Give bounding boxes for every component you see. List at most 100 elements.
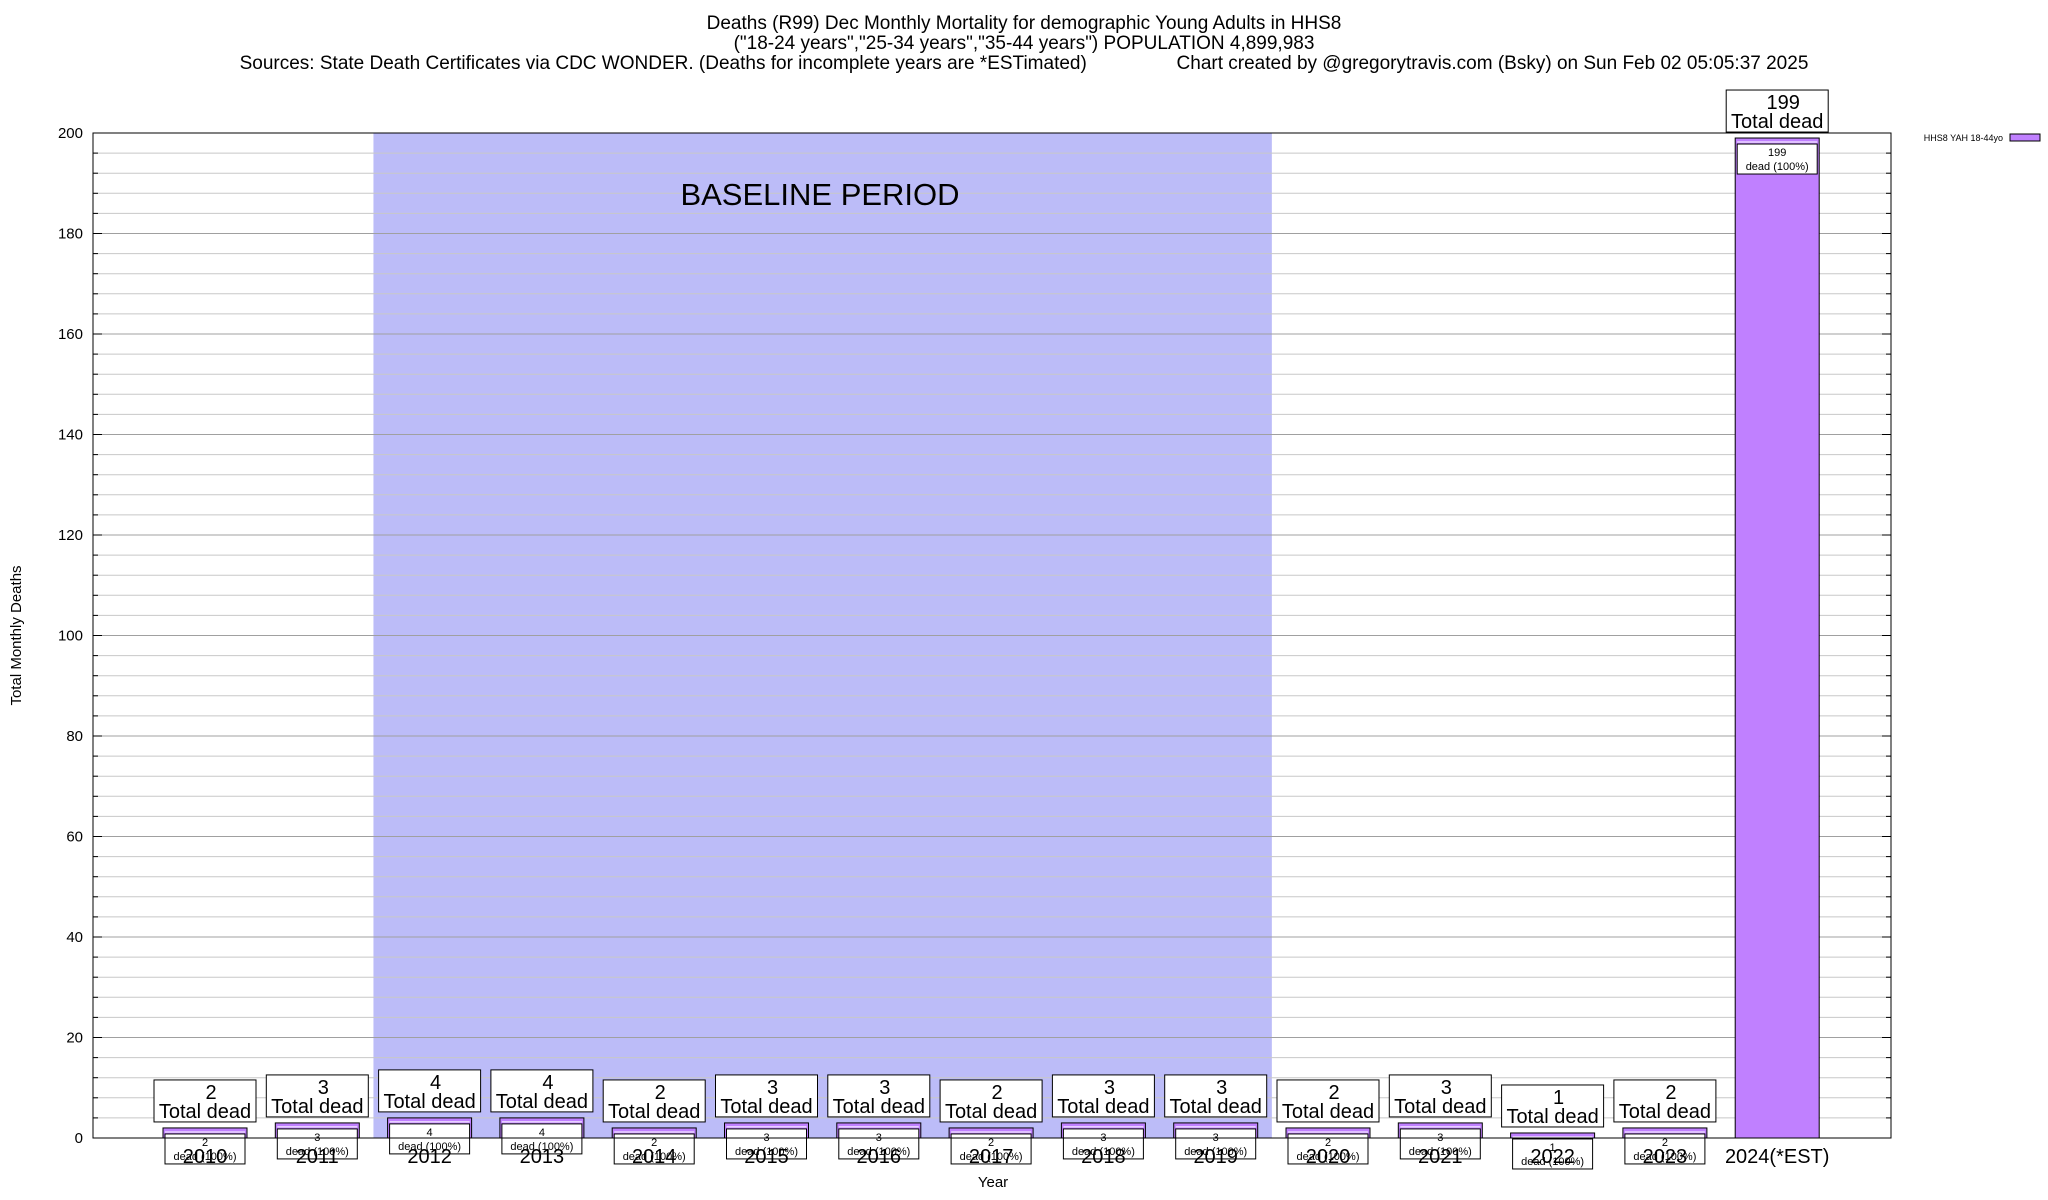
bar-inner-value-label: 2 [202,1137,208,1149]
bar-inner-pct-label: dead (100%) [1521,1156,1584,1168]
bar-inner-label-box [950,1133,1032,1165]
bar-inner-label-box [838,1128,920,1160]
bar-total-text-label: Total dead [1731,111,1823,133]
bar-inner-label-box [501,1123,583,1155]
bar-total-text-label: Total dead [159,1101,251,1123]
bar-inner-pct-label: dead (100%) [960,1151,1023,1163]
bar-total-label-box [1164,1074,1268,1118]
x-tick-label: 2020 [1306,1146,1351,1168]
bar-inner-value-label: 199 [1768,147,1786,159]
bar-total-text-label: Total dead [945,1101,1037,1123]
x-tick-label: 2018 [1081,1146,1126,1168]
bar-inner-pct-label: dead (100%) [174,1151,237,1163]
bar-total-text-label: Total dead [720,1096,812,1118]
bar-total-label-box [715,1074,818,1118]
y-tick-label: 0 [75,1130,83,1147]
bar-total-label-box [1388,1074,1492,1118]
bar-total-label-box [1613,1079,1717,1123]
bar-inner-label-box [1399,1128,1481,1160]
y-tick-label: 20 [66,1030,83,1047]
plot-frame [92,132,1892,1139]
y-tick-label: 120 [58,527,83,544]
chart-title-line-2: ("18-24 years","25-34 years","35-44 year… [733,33,1315,54]
x-tick-label: 2024(*EST) [1725,1146,1830,1168]
bar-total-value-label: 4 [430,1072,441,1094]
bar-inner-value-label: 2 [988,1137,994,1149]
y-tick-label: 160 [58,326,83,343]
bar-total-label-box [1501,1084,1605,1128]
x-tick-label: 2017 [969,1146,1014,1168]
bar-total-label-box [378,1069,482,1113]
bar-total-value-label: 3 [1104,1077,1115,1099]
y-tick-label: 60 [66,829,83,846]
bar-total-text-label: Total dead [1619,1101,1711,1123]
bar-inner-label-box [164,1133,246,1165]
bar-inner-label-box [1175,1128,1257,1160]
bar-total-value-label: 2 [1328,1082,1339,1104]
y-tick-label: 80 [66,728,83,745]
bar-total-value-label: 4 [542,1072,553,1094]
x-tick-label: 2023 [1643,1146,1688,1168]
bar-total-value-label: 1 [1553,1087,1564,1109]
bar-inner-label-box [1512,1138,1594,1170]
bar-total-value-label: 3 [318,1077,329,1099]
bar [1734,137,1820,1139]
chart-title-line-1: Deaths (R99) Dec Monthly Mortality for d… [706,13,1342,34]
bar-total-text-label: Total dead [1057,1096,1149,1118]
bar-inner-label-box [1624,1133,1706,1165]
x-tick-label: 2016 [857,1146,902,1168]
bar-total-text-label: Total dead [1506,1106,1598,1128]
bar-inner-value-label: 4 [427,1127,433,1139]
bar-inner-pct-label: dead (100%) [623,1151,686,1163]
x-tick-label: 2019 [1193,1146,1238,1168]
bar-inner-pct-label: dead (100%) [1409,1146,1472,1158]
x-tick-label: 2012 [407,1146,452,1168]
y-tick-label: 40 [66,929,83,946]
bar-inner-pct-label: dead (100%) [510,1141,573,1153]
y-axis-title: Total Monthly Deaths [8,565,25,705]
bar-inner-pct-label: dead (100%) [286,1146,349,1158]
x-tick-label: 2021 [1418,1146,1463,1168]
baseline-period-label: BASELINE PERIOD [680,177,959,212]
bar-inner-label-box [1062,1128,1144,1160]
bar-inner-label-box [613,1133,695,1165]
bar-total-value-label: 3 [1216,1077,1227,1099]
x-tick-label: 2015 [744,1146,789,1168]
bar-total-text-label: Total dead [608,1101,700,1123]
bar-inner-pct-label: dead (100%) [1184,1146,1247,1158]
bar-inner-pct-label: dead (100%) [1297,1151,1360,1163]
bar-inner-pct-label: dead (100%) [1633,1151,1696,1163]
bar-total-value-label: 3 [767,1077,778,1099]
bar-total-value-label: 2 [205,1082,216,1104]
legend-series-swatch [2009,133,2041,142]
bar-inner-value-label: 1 [1550,1142,1556,1154]
bar-total-text-label: Total dead [383,1091,475,1113]
bar-inner-label-box [1736,143,1818,175]
bar-total-text-label: Total dead [1170,1096,1262,1118]
bar-total-label-box [153,1079,257,1123]
bar-total-value-label: 199 [1767,92,1800,114]
bar-inner-value-label: 2 [1325,1137,1331,1149]
bar-total-label-box [265,1074,369,1118]
bar-inner-pct-label: dead (100%) [735,1146,798,1158]
bar-inner-label-box [389,1123,471,1155]
x-axis-title: Year [978,1174,1008,1191]
y-tick-label: 100 [58,628,83,645]
bar-total-text-label: Total dead [271,1096,363,1118]
bar-inner-value-label: 2 [651,1137,657,1149]
bar-inner-value-label: 4 [539,1127,545,1139]
bar-total-text-label: Total dead [496,1091,588,1113]
bar-total-text-label: Total dead [1282,1101,1374,1123]
bar-inner-pct-label: dead (100%) [1072,1146,1135,1158]
bar-inner-value-label: 2 [1662,1137,1668,1149]
y-tick-label: 180 [58,226,83,243]
bar-total-value-label: 2 [655,1082,666,1104]
bar-total-label-box [1051,1074,1155,1118]
bar-inner-label-box [726,1128,807,1160]
bar-total-label-box [939,1079,1043,1123]
x-tick-label: 2010 [183,1146,228,1168]
x-tick-label: 2013 [520,1146,565,1168]
bar-total-label-box [602,1079,706,1123]
bar-total-label-box [490,1069,594,1113]
